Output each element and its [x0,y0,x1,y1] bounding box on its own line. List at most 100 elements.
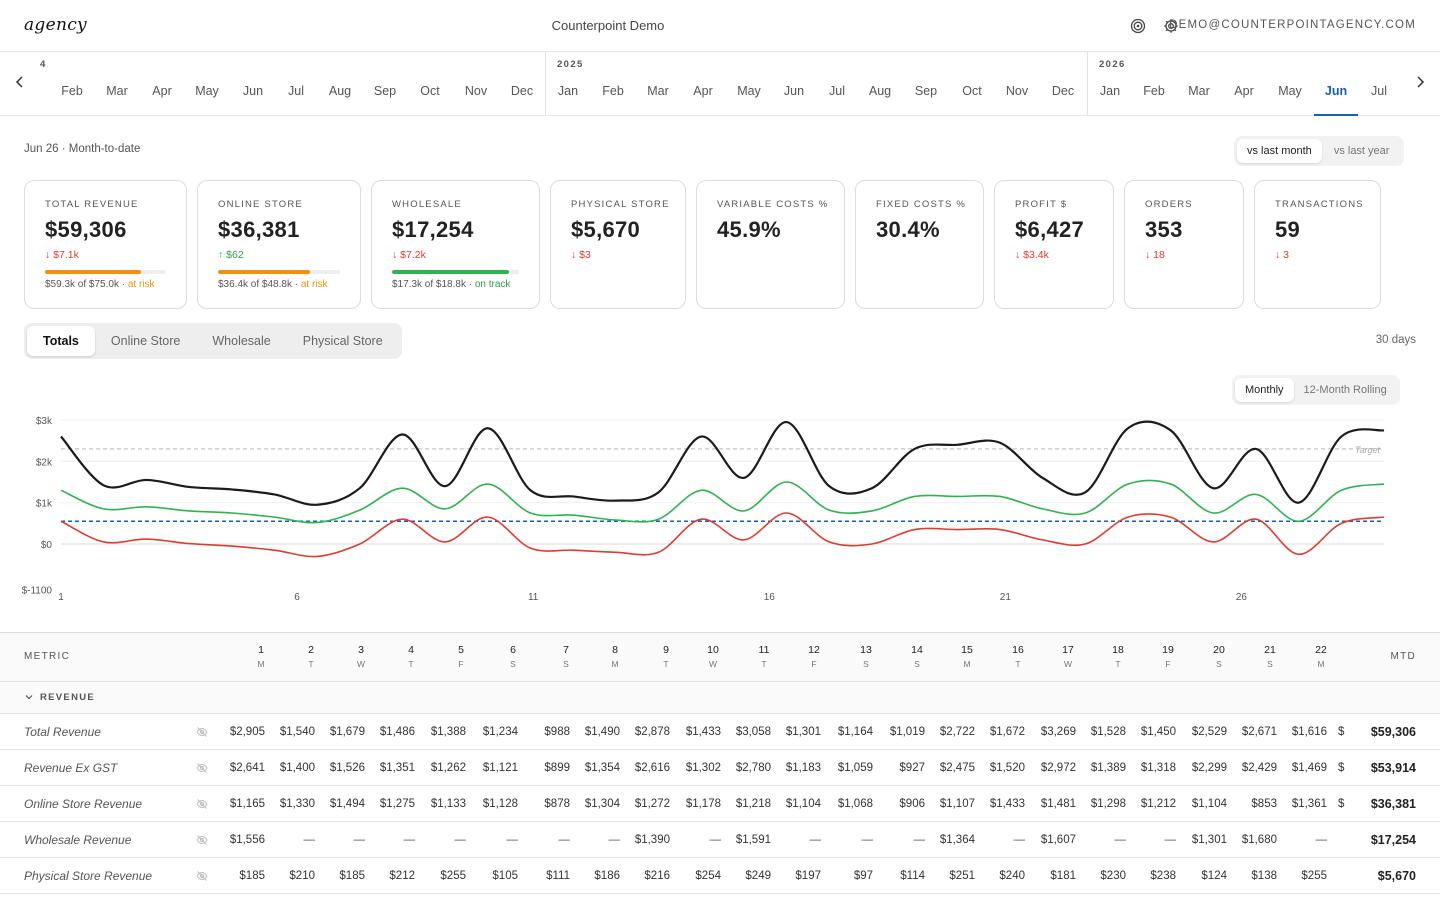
month-nov-4[interactable]: Nov [464,84,488,98]
table-row: Online Store Revenue $1,165 $1,330 $1,494 $1… [0,786,1440,822]
kpi-delta: ↓ $7.2k [392,249,426,261]
kpi-status: at risk [127,279,155,290]
hide-eye-icon[interactable] [196,870,208,882]
app-logo[interactable]: agency [24,15,87,35]
month-jun-2025[interactable]: Jun [783,84,805,98]
month-may-2026[interactable]: May [1278,84,1302,98]
kpi-card-profit[interactable]: PROFIT $ $6,427 ↓ $3.4k [994,180,1114,309]
tab-totals[interactable]: Totals [27,326,95,356]
month-apr-2025[interactable]: Apr [693,84,713,98]
month-jul-2025[interactable]: Jul [829,84,845,98]
hide-eye-icon[interactable] [196,834,208,846]
compare-last-year-button[interactable]: vs last year [1333,145,1390,157]
target-label: Target [1355,445,1381,455]
day-of-week: W [356,659,366,669]
target-icon[interactable] [1128,16,1148,36]
x-tick-label: 26 [1236,592,1248,603]
kpi-card-online-store[interactable]: ONLINE STORE $36,381 ↑ $62 $36.4k of $48.8k… [197,180,361,309]
tab-physical-store[interactable]: Physical Store [302,334,383,348]
month-jan-2025[interactable]: Jan [557,84,579,98]
metric-label[interactable]: Wholesale Revenue [24,833,132,847]
month-aug-4[interactable]: Aug [328,84,352,98]
month-apr-2026[interactable]: Apr [1234,84,1254,98]
compare-last-month-button[interactable]: vs last month [1237,139,1322,163]
table-cell: $181 [1050,870,1076,882]
month-oct-4[interactable]: Oct [420,84,440,98]
month-aug-2025[interactable]: Aug [868,84,892,98]
table-cell: $1,400 [279,762,315,774]
day-number: 12 [808,644,820,656]
kpi-value: $6,427 [1015,217,1085,242]
month-sep-2025[interactable]: Sep [914,84,938,98]
table-cell: — [709,834,722,846]
kpi-value: 45.9% [717,217,781,242]
table-cell: $2,878 [634,726,670,738]
month-jun-2026[interactable]: Jun [1324,84,1348,98]
month-dec-4[interactable]: Dec [510,84,534,98]
monthly-mode-button[interactable]: Monthly [1235,378,1294,402]
kpi-status: on track [474,279,511,290]
month-mar-2026[interactable]: Mar [1188,84,1210,98]
kpi-delta: ↑ $62 [218,249,244,261]
month-jan-2026[interactable]: Jan [1099,84,1121,98]
tab-wholesale[interactable]: Wholesale [212,334,271,348]
month-may-4[interactable]: May [195,84,219,98]
table-cell: $1,275 [379,798,415,810]
table-cell: $1,351 [379,762,415,774]
month-feb-2025[interactable]: Feb [602,84,624,98]
month-mar-4[interactable]: Mar [106,84,128,98]
month-may-2025[interactable]: May [737,84,761,98]
kpi-card-physical-store[interactable]: PHYSICAL STORE $5,670 ↓ $3 [550,180,686,309]
kpi-card-orders[interactable]: ORDERS 353 ↓ 18 [1124,180,1244,309]
revenue-section-header[interactable]: REVENUE [0,682,1440,714]
table-cell: $1,104 [1191,798,1227,810]
year-label: 2025 [557,59,584,70]
month-timeline: 4 Feb Mar Apr May Jun Jul Aug Sep Oct Nov Dec 2025 Ja… [0,52,1440,116]
month-sep-4[interactable]: Sep [373,84,397,98]
table-cell: $1,164 [837,726,873,738]
table-cell: $1,389 [1090,762,1126,774]
hide-eye-icon[interactable] [196,798,208,810]
kpi-card-fixed-costs[interactable]: FIXED COSTS % 30.4% [855,180,984,309]
month-apr-4[interactable]: Apr [152,84,172,98]
chevron-left-icon[interactable] [8,70,32,94]
month-feb-4[interactable]: Feb [61,84,83,98]
gear-icon[interactable] [1161,16,1181,36]
month-jun-4[interactable]: Jun [242,84,264,98]
table-cell: — [1315,834,1328,846]
active-month-underline [1314,114,1358,116]
table-cell: $1,178 [685,798,721,810]
chevron-down-icon[interactable] [24,692,34,702]
metric-label[interactable]: Revenue Ex GST [24,761,118,775]
month-dec-2025[interactable]: Dec [1051,84,1075,98]
day-number: 21 [1264,644,1276,656]
user-account-email[interactable]: DEMO@COUNTERPOINTAGENCY.COM [1169,19,1416,31]
kpi-card-total-revenue[interactable]: TOTAL REVENUE $59,306 ↓ $7.1k $59.3k of $75… [24,180,187,309]
metric-label[interactable]: Total Revenue [24,725,101,739]
month-nov-2025[interactable]: Nov [1005,84,1029,98]
table-cell: $1,302 [685,762,721,774]
hide-eye-icon[interactable] [196,726,208,738]
month-jul-4[interactable]: Jul [288,84,304,98]
tab-online-store[interactable]: Online Store [110,334,181,348]
kpi-label: TRANSACTIONS [1275,199,1364,210]
table-cell: $2,722 [939,726,975,738]
kpi-card-transactions[interactable]: TRANSACTIONS 59 ↓ 3 [1254,180,1381,309]
metric-label[interactable]: Physical Store Revenue [24,869,153,883]
kpi-card-variable-costs[interactable]: VARIABLE COSTS % 45.9% [696,180,845,309]
day-of-week: S [914,659,920,669]
kpi-card-wholesale[interactable]: WHOLESALE $17,254 ↓ $7.2k $17.3k of $18.8k … [371,180,540,309]
chevron-right-icon[interactable] [1408,70,1432,94]
month-oct-2025[interactable]: Oct [962,84,982,98]
rolling-mode-button[interactable]: 12-Month Rolling [1303,384,1387,396]
table-row: Total Revenue $2,905 $1,540 $1,679 $1,486 $1,… [0,714,1440,750]
month-mar-2025[interactable]: Mar [647,84,669,98]
metric-label[interactable]: Online Store Revenue [24,797,143,811]
month-jul-2026[interactable]: Jul [1371,84,1387,98]
table-cell: $1,301 [1191,834,1227,846]
day-number: 22 [1315,644,1327,656]
month-feb-2026[interactable]: Feb [1143,84,1165,98]
day-number: 17 [1062,644,1074,656]
hide-eye-icon[interactable] [196,762,208,774]
day-of-week: S [1216,659,1222,669]
